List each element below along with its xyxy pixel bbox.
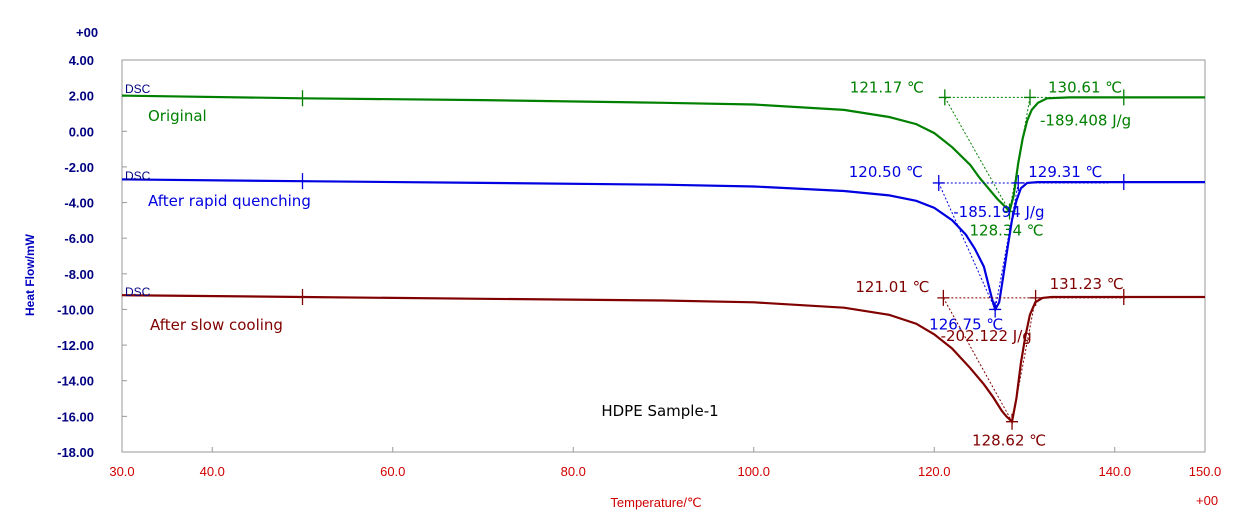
end-marker	[1117, 174, 1130, 191]
y-tick-label: -12.00	[57, 338, 94, 353]
series-line	[121, 94, 1205, 214]
endset-tangent	[1009, 97, 1031, 212]
sample-label: HDPE Sample-1	[601, 402, 718, 420]
enthalpy-label: -189.408 J/g	[1040, 111, 1131, 129]
dsc-label: DSC	[125, 169, 151, 183]
onset-label: 121.17 ℃	[850, 78, 924, 96]
peak-label: 128.34 ℃	[970, 221, 1044, 239]
y-tick-label: 2.00	[69, 89, 94, 104]
start-marker	[296, 288, 309, 305]
y-tick-label: -14.00	[57, 374, 94, 389]
x-tick-label: 30.0	[109, 464, 134, 479]
axis-ticks: 30.0 40.0 60.0 80.0 100.0 120.0 140.0 150.0 4.00…	[57, 53, 1221, 479]
x-tick-label: 60.0	[380, 464, 405, 479]
x-tick-label: 100.0	[737, 464, 770, 479]
enthalpy-label: -202.122 J/g	[941, 327, 1032, 345]
x-exponent-label: +00	[1196, 493, 1218, 508]
end-marker	[1117, 288, 1130, 305]
endset-label: 129.31 ℃	[1028, 163, 1102, 181]
onset-marker	[938, 89, 951, 106]
series-1: DSC After rapid quenching 120.50 ℃ 129.31 ℃…	[121, 163, 1205, 333]
plot-frame	[121, 59, 1206, 453]
onset-label: 120.50 ℃	[849, 163, 923, 181]
y-tick-label: -18.00	[57, 445, 94, 460]
series-line	[121, 294, 1205, 424]
y-tick-label: 0.00	[69, 124, 94, 139]
x-tick-label: 40.0	[200, 464, 225, 479]
peak-label: 128.62 ℃	[972, 432, 1046, 450]
x-axis-label: Temperature/℃	[610, 495, 701, 510]
series-line	[121, 178, 1205, 313]
y-tick-label: -10.00	[57, 302, 94, 317]
series-name: After slow cooling	[150, 316, 283, 334]
x-tick-label: 120.0	[918, 464, 951, 479]
series-2: DSC After slow cooling 121.01 ℃ 131.23 ℃ 128…	[121, 275, 1205, 450]
y-tick-label: -8.00	[64, 267, 94, 282]
series-0: DSC Original 121.17 ℃ 130.61 ℃ 128.34 ℃ -189.…	[121, 78, 1205, 239]
start-marker	[296, 90, 309, 107]
peak-marker	[989, 301, 1002, 318]
x-tick-label: 140.0	[1098, 464, 1131, 479]
dsc-label: DSC	[125, 82, 151, 96]
end-marker	[1117, 89, 1130, 106]
y-tick-label: 4.00	[69, 53, 94, 68]
y-tick-label: -4.00	[64, 196, 94, 211]
x-tick-label: 80.0	[561, 464, 586, 479]
onset-tangent	[938, 182, 996, 310]
endset-label: 130.61 ℃	[1048, 78, 1122, 96]
peak-label: 126.75 ℃	[929, 315, 1003, 333]
endset-tangent	[994, 182, 1019, 310]
x-tick-label: 150.0	[1189, 464, 1222, 479]
start-marker	[296, 173, 309, 190]
onset-tangent	[944, 97, 1010, 212]
endset-marker	[1012, 174, 1025, 191]
dsc-label: DSC	[125, 285, 151, 299]
y-axis-label: Heat Flow/mW	[23, 233, 37, 316]
endset-tangent	[1011, 297, 1037, 422]
endset-marker	[1029, 289, 1042, 306]
y-exponent-label: +00	[76, 25, 98, 40]
y-tick-label: -6.00	[64, 231, 94, 246]
y-tick-label: -2.00	[64, 160, 94, 175]
enthalpy-label: -185.194 J/g	[953, 203, 1044, 221]
onset-marker	[937, 289, 950, 306]
series-name: After rapid quenching	[148, 192, 311, 210]
endset-marker	[1024, 89, 1037, 106]
endset-label: 131.23 ℃	[1050, 275, 1124, 293]
onset-marker	[932, 174, 945, 191]
series-name: Original	[148, 107, 207, 125]
peak-marker	[1006, 413, 1019, 430]
series-layer: DSC Original 121.17 ℃ 130.61 ℃ 128.34 ℃ -189.…	[121, 78, 1205, 450]
y-tick-label: -16.00	[57, 409, 94, 424]
onset-label: 121.01 ℃	[855, 278, 929, 296]
